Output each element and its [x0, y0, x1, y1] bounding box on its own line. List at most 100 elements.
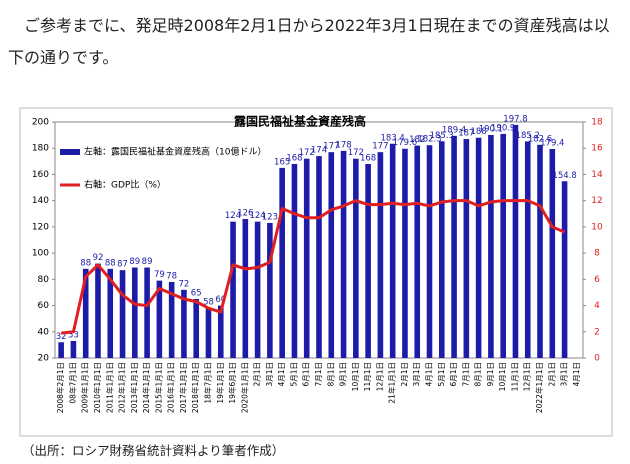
x-tick-label: 10月1日	[351, 362, 360, 391]
x-tick-label: 21年1月1日	[387, 362, 397, 404]
chart-title: 露国民福祉基金資産残高	[234, 114, 366, 129]
bar	[144, 267, 150, 358]
bar	[389, 143, 396, 358]
x-tick-label: 2009年1月1日	[80, 362, 90, 413]
chart: 露国民福祉基金資産残高 20 40 60 80 100 120 140 160 180 200 0 2…	[19, 107, 613, 437]
y-tick-label: 140	[32, 196, 49, 206]
bar-value-label: 177	[372, 142, 388, 152]
bar-value-label: 154.8	[552, 171, 576, 181]
bar	[488, 134, 494, 358]
x-tick-label: 2010年1月1日	[92, 362, 102, 413]
bar	[119, 270, 126, 358]
x-tick-label: 2018年1月1日	[190, 362, 200, 413]
bar	[475, 137, 482, 358]
x-tick-label: 9月1日	[339, 362, 348, 387]
bar	[426, 145, 433, 358]
legend-swatch	[60, 149, 80, 155]
bar-value-label: 168	[360, 153, 376, 163]
bar	[561, 181, 568, 358]
y-tick-label: 180	[32, 144, 49, 154]
x-tick-label: 5月1日	[437, 362, 446, 387]
y-tick-label: 60	[38, 301, 50, 311]
bar-value-label: 172	[348, 148, 364, 158]
paragraph: ご参考までに、発足時2008年2月1日から2022年3月1日現在までの資産残高は…	[8, 16, 610, 67]
bar	[451, 135, 457, 358]
x-tick-label: 2月1日	[547, 362, 556, 387]
bar	[193, 299, 200, 358]
x-tick-label: 2011年1月1日	[104, 362, 114, 413]
bar-value-label: 32	[56, 332, 67, 342]
bar	[230, 221, 236, 358]
y-tick-label: 160	[32, 170, 49, 180]
bar	[549, 149, 556, 358]
bar	[95, 263, 101, 358]
x-tick-label: 8月1日	[474, 362, 483, 387]
x-tick-label: 6月1日	[302, 362, 311, 387]
x-tick-label: 2015年1月1日	[153, 362, 163, 413]
x-tick-label: 2013年1月1日	[129, 362, 139, 413]
bar-value-label: 124	[249, 211, 265, 221]
x-tick-label: 7月1日	[461, 362, 470, 387]
y2-tick-label: 12	[591, 196, 602, 206]
x-tick-label: 6月1日	[449, 362, 458, 387]
bar	[340, 150, 347, 358]
bar	[107, 268, 114, 358]
bar	[438, 141, 445, 358]
bar	[279, 167, 285, 358]
y2-tick-label: 4	[594, 301, 600, 311]
x-tick-label: 2014年1月1日	[141, 362, 151, 413]
bar-value-label: 88	[80, 258, 91, 268]
bar-value-label: 72	[179, 279, 190, 289]
y-tick-label: 120	[32, 222, 49, 232]
x-tick-label: 18年7月1日	[202, 362, 212, 404]
bar	[316, 156, 322, 358]
bar-value-label: 187	[458, 129, 474, 139]
x-tick-label: 5月1日	[289, 362, 298, 387]
x-tick-label: 7月1日	[314, 362, 323, 387]
bar-value-label: 197.8	[503, 114, 527, 124]
bar	[132, 267, 138, 358]
x-tick-label: 10月1日	[498, 362, 507, 391]
bar	[267, 222, 273, 358]
x-tick-label: 2008年2月1日	[55, 362, 65, 413]
bar-value-label: 79	[154, 270, 165, 280]
bar-value-label: 185.2	[516, 131, 540, 141]
bar	[500, 133, 506, 358]
bar-value-label: 58	[203, 298, 214, 308]
y-tick-label: 40	[38, 327, 50, 337]
bar	[377, 152, 384, 358]
bar	[414, 145, 421, 358]
bar	[217, 305, 224, 358]
x-tick-label: 2月1日	[253, 362, 262, 387]
bar-value-label: 188	[471, 127, 487, 137]
x-tick-label: 2017年1月1日	[178, 362, 188, 413]
x-tick-label: 2月1日	[400, 362, 409, 387]
bar	[537, 144, 543, 358]
x-tick-label: 4月1日	[277, 362, 286, 387]
y-tick-label: 20	[38, 354, 50, 364]
x-tick-label: 8月1日	[326, 362, 335, 387]
legend-label: 左軸：露国民福祉基金資産残高（10億ドル）	[84, 146, 266, 158]
y-tick-label: 200	[32, 118, 49, 128]
y2-tick-label: 8	[594, 249, 600, 259]
x-tick-label: 08年7月1日	[67, 362, 77, 404]
x-tick-label: 12月1日	[523, 362, 532, 391]
bar	[353, 158, 359, 358]
y2-tick-label: 14	[591, 170, 603, 180]
x-tick-label: 9月1日	[486, 362, 495, 387]
bar-value-label: 183.4	[381, 133, 405, 143]
bar-value-label: 87	[117, 260, 128, 270]
bar-value-label: 92	[93, 253, 104, 263]
bar	[365, 163, 371, 358]
bar-value-label: 182.6	[528, 134, 552, 144]
bar-value-label: 182.3	[417, 135, 441, 145]
bar-value-label: 174	[311, 146, 327, 156]
bar	[168, 281, 175, 358]
bar	[205, 308, 212, 358]
bar	[524, 141, 531, 358]
bar	[58, 342, 64, 358]
y-tick-label: 100	[32, 249, 49, 259]
bar	[70, 340, 77, 358]
y2-tick-label: 18	[591, 118, 603, 128]
